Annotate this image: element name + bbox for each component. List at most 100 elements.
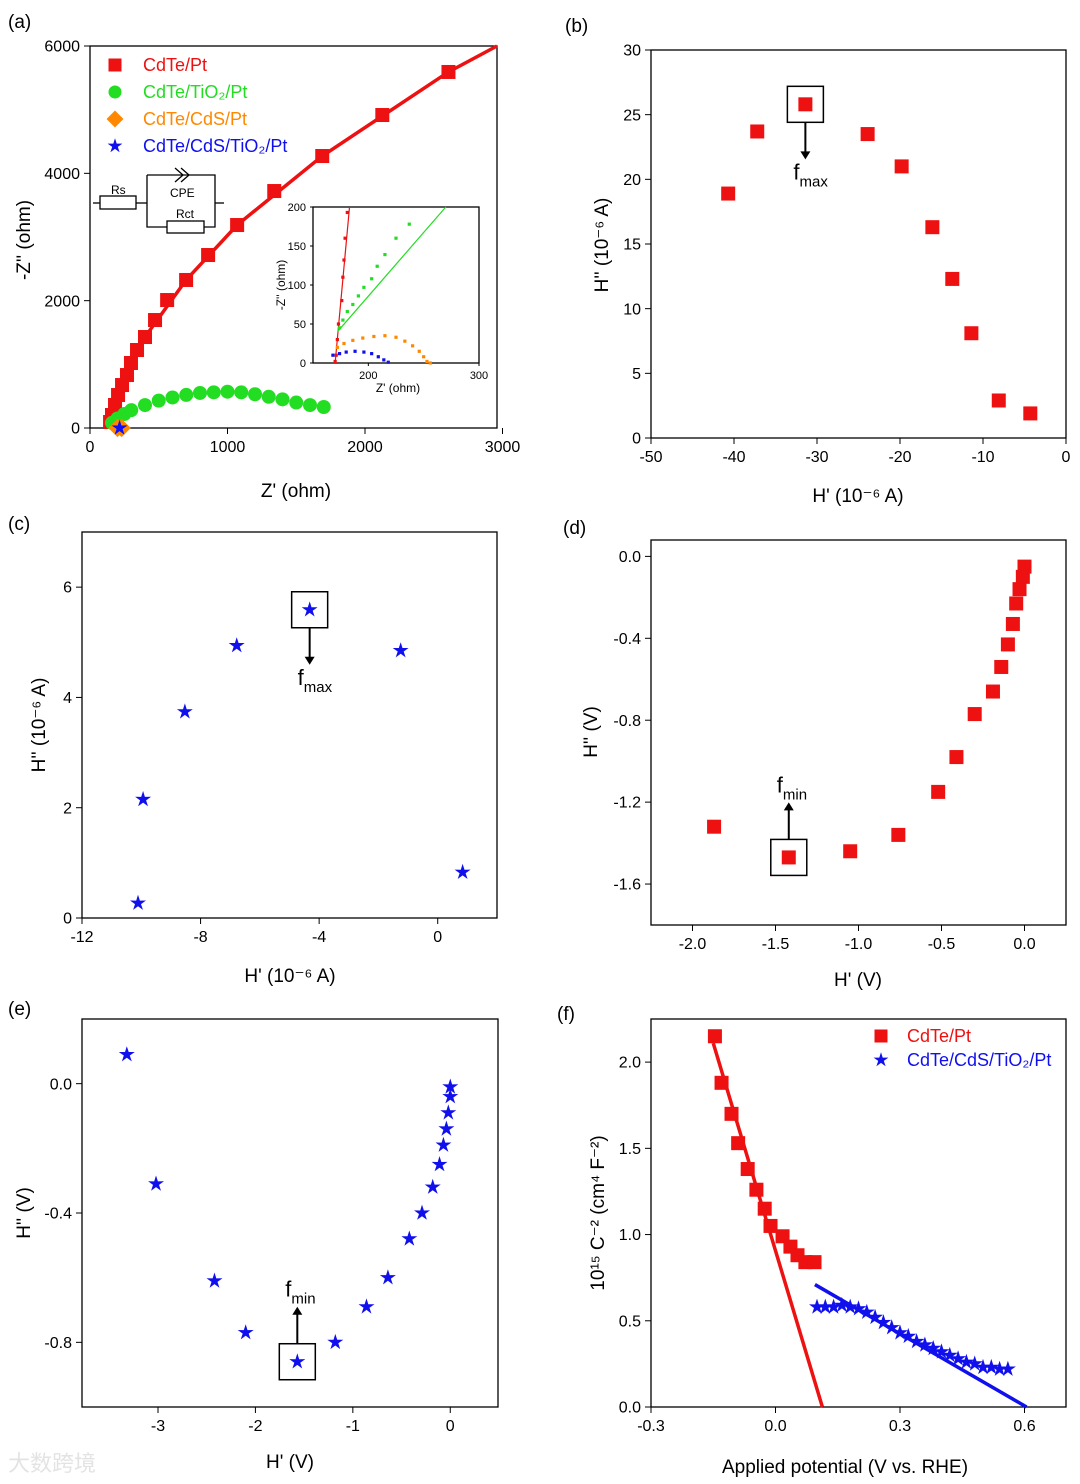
square-marker (1017, 559, 1032, 574)
annotation-label: fmax (793, 159, 828, 190)
annotation-subscript: max (304, 679, 333, 696)
annotation-subscript: max (800, 173, 829, 190)
star-marker (148, 1175, 164, 1191)
series--1010ee (130, 601, 471, 910)
annotation-label: fmin (285, 1277, 315, 1308)
inset-marker (375, 264, 379, 268)
arrow-head-icon (292, 1306, 303, 1315)
y-tick-label: 0.0 (619, 1400, 641, 1417)
inset-x-axis-label: Z' (ohm) (376, 381, 420, 395)
inset-marker (342, 341, 346, 346)
x-tick-label: -1.0 (845, 936, 873, 953)
star-marker (999, 1360, 1016, 1376)
inset-marker (334, 353, 338, 357)
circle-marker (138, 398, 152, 413)
star-marker (401, 1230, 418, 1246)
y-tick-label: 0 (71, 421, 80, 438)
inset-marker (394, 335, 398, 339)
square-marker (201, 248, 216, 263)
star-marker (925, 1340, 942, 1356)
plot-frame (650, 49, 1067, 439)
y-axis-label: H'' (10⁻⁶ A) (592, 198, 613, 293)
square-marker (891, 827, 906, 842)
square-marker (967, 707, 982, 722)
y-tick-label: 0 (63, 911, 72, 928)
series-cdte-cds-tio-pt (111, 419, 128, 435)
inset-marker (428, 361, 432, 365)
star-marker (825, 1298, 842, 1314)
x-axis-label: Applied potential (V vs. RHE) (722, 1457, 968, 1478)
square-marker (315, 149, 330, 164)
star-marker (941, 1346, 958, 1363)
equivalent-circuit-icon (93, 167, 224, 234)
star-marker (440, 1104, 457, 1120)
star-marker (983, 1358, 1000, 1375)
star-marker (916, 1336, 933, 1352)
legend-item-label: CdTe/CdS/TiO₂/Pt (907, 1050, 1051, 1070)
arrow-head-icon (304, 656, 315, 665)
y-axis-label: H'' (V) (581, 706, 602, 758)
series-cdte-cds-tio-pt (809, 1283, 1028, 1409)
star-marker (991, 1360, 1008, 1376)
x-tick-label: -20 (888, 449, 911, 466)
x-axis-label: H' (V) (834, 970, 882, 991)
y-tick-label: 0 (632, 431, 641, 448)
legend: CdTe/Pt CdTe/TiO₂/Pt CdTe/CdS/Pt CdTe/CdS/T… (106, 55, 287, 156)
star-marker (438, 1120, 455, 1136)
star-marker (327, 1333, 344, 1350)
inset-marker (343, 236, 347, 240)
series--1010ee (118, 1046, 459, 1369)
star-marker (442, 1078, 459, 1094)
circle-marker (193, 385, 207, 400)
square-marker (860, 127, 875, 142)
inset-marker (341, 318, 345, 322)
star-marker (833, 1296, 850, 1313)
square-marker (721, 186, 736, 201)
circle-marker (179, 387, 194, 402)
rs-resistor (99, 195, 137, 210)
square-marker (714, 1075, 729, 1090)
square-marker (707, 1029, 722, 1044)
square-marker (925, 220, 940, 235)
wire (147, 174, 216, 228)
panel-b: (b) -50 -40 -30 -20 -10 0 0 5 10 15 20 25 30 H' (10⁻⁶ … (565, 16, 1071, 507)
star-marker (107, 138, 123, 153)
square-marker (1005, 616, 1020, 631)
panel-label: (d) (563, 518, 586, 539)
x-tick-label: 0.6 (1013, 1418, 1035, 1435)
circuit-label-rct: Rct (176, 207, 195, 221)
square-marker (781, 850, 796, 865)
y-tick-label: 0.0 (619, 549, 641, 566)
circle-marker (206, 385, 221, 400)
y-tick-label: 5 (632, 366, 641, 383)
plot-frame (650, 539, 1067, 926)
x-tick-label: -3 (151, 1418, 165, 1435)
circuit-label-cpe: CPE (170, 186, 195, 200)
star-marker (858, 1303, 875, 1319)
inset-marker (362, 350, 366, 354)
x-tick-label: -1 (346, 1418, 360, 1435)
inset-marker (337, 326, 342, 330)
circle-marker (165, 390, 180, 405)
x-tick-label: -4 (312, 929, 326, 946)
annotation-subscript: min (783, 786, 807, 803)
y-tick-label: -1.6 (613, 877, 641, 894)
panel-e: (e) -3 -2 -1 0 0.0 -0.4 -0.8 H' (V) H'' (V) fmin (8, 999, 499, 1473)
square-marker (724, 1106, 739, 1121)
square-marker (375, 108, 390, 123)
star-marker (118, 1046, 135, 1062)
inset-marker (382, 358, 386, 362)
y-tick-label: 25 (623, 107, 641, 124)
x-tick-label: 2000 (347, 439, 383, 456)
inset-y-axis-label: -Z'' (ohm) (274, 260, 288, 311)
square-marker (230, 218, 245, 233)
series--ee1111 (721, 97, 1038, 421)
square-marker (807, 1255, 822, 1270)
inset-marker (386, 360, 390, 364)
inset-marker (345, 210, 349, 215)
y-tick-label: 15 (623, 237, 641, 254)
circle-marker (275, 392, 290, 407)
y-tick-label: 200 (288, 202, 306, 214)
circle-marker (261, 389, 276, 404)
